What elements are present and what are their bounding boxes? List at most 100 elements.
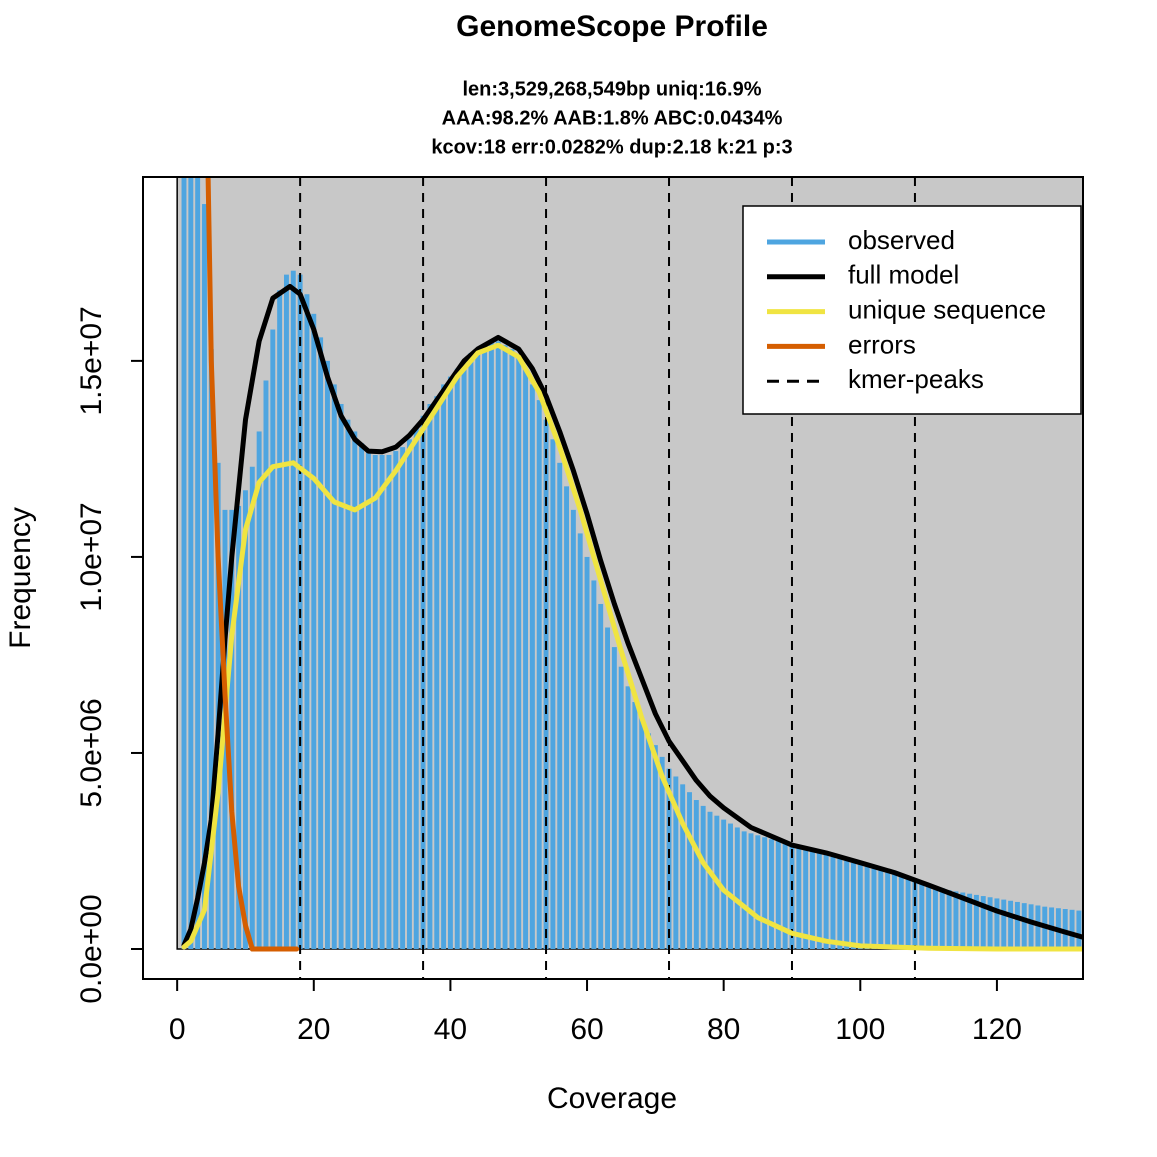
observed-bar [639,717,645,950]
observed-bar [932,886,938,950]
observed-bar [673,776,679,950]
x-axis-label: Coverage [547,1082,677,1115]
observed-bar [864,866,870,950]
observed-bar [564,486,570,950]
observed-bar [926,884,932,950]
observed-bar [632,701,638,950]
observed-bar [427,404,433,950]
observed-bar [1014,901,1020,950]
observed-bar [721,819,727,950]
y-tick-label: 5.0e+06 [75,698,108,807]
observed-bar [523,368,529,950]
legend-label: unique sequence [848,294,1046,324]
observed-bar [441,384,447,950]
observed-bar [857,864,863,950]
subtitle: len:3,529,268,549bp uniq:16.9% [462,78,761,100]
observed-bar [482,345,488,950]
observed-bar [728,823,733,950]
observed-bar [1069,909,1075,950]
observed-bar [700,805,706,950]
observed-bar [529,384,535,950]
observed-bar [1035,905,1041,950]
observed-bar [454,368,460,950]
observed-bar [208,349,214,950]
observed-bar [871,868,877,950]
observed-bar [666,768,672,950]
observed-bar [413,427,419,950]
observed-bar [577,533,583,950]
observed-bar [953,891,959,950]
observed-bar [365,451,371,950]
observed-bar [461,360,467,950]
observed-bar [543,419,549,950]
model-line [205,177,300,952]
observed-bar [1076,910,1082,950]
observed-bar [372,454,378,950]
observed-bar [379,454,385,950]
observed-bar [796,847,802,950]
observed-bar [338,404,344,950]
observed-bar [447,376,453,950]
observed-bar [611,647,617,950]
observed-bar [550,439,556,950]
observed-bar [994,898,1000,950]
observed-bar [195,177,201,950]
observed-bar [516,356,522,950]
x-tick-label: 100 [835,1013,885,1046]
observed-bar [324,360,330,950]
observed-bar [816,852,822,950]
y-axis-label: Frequency [4,507,37,649]
overlay: 0 20 40 60 80 100 120 0.0e+00 5.0e+06 1.0e+07 1.5e… [75,176,1084,1046]
observed-bar [973,894,979,950]
observed-bar [680,784,686,950]
observed-bar [980,896,986,950]
observed-bar [284,274,289,950]
observed-bar [345,419,351,950]
observed-bar [393,451,399,950]
observed-bar [311,313,317,950]
observed-bar [1021,903,1027,950]
observed-bar [270,329,276,950]
observed-bar [290,270,296,950]
subtitle: AAA:98.2% AAB:1.8% ABC:0.0434% [442,107,783,129]
x-tick-label: 40 [434,1013,467,1046]
observed-bar [256,431,262,950]
observed-bar [946,890,952,950]
observed-bar [468,353,474,950]
model-line [181,283,1083,948]
observed-bar [420,415,426,950]
observed-bar [488,341,494,950]
x-tick-label: 20 [297,1013,330,1046]
observed-bar [782,843,788,950]
observed-bar [359,443,365,950]
observed-bar [598,603,604,950]
observed-bar [741,831,747,950]
observed-bar [570,509,576,950]
subtitle: kcov:18 err:0.0282% dup:2.18 k:21 p:3 [431,136,792,158]
chart-title: GenomeScope Profile [456,10,768,43]
legend-label: full model [848,260,959,290]
observed-bar [386,454,392,950]
observed-bar [277,290,283,950]
observed-bar [509,349,515,950]
observed-bar [775,841,781,950]
observed-bar [693,800,699,950]
observed-bar [249,466,255,950]
legend-label: errors [848,329,916,359]
observed-bar [960,892,966,950]
observed-bar [1062,909,1068,950]
observed-bar [891,874,897,950]
y-tick-label: 1.0e+07 [75,502,108,611]
observed-bar [878,870,884,950]
observed-bar [851,862,856,950]
observed-bar [318,337,324,950]
observed-bar [707,811,713,950]
observed-bar [236,505,242,950]
observed-bar [1001,899,1007,950]
legend-label: observed [848,225,955,255]
x-tick-label: 120 [972,1013,1022,1046]
observed-bar [939,888,945,950]
observed-bar [1028,904,1034,950]
observed-bar [1008,900,1014,950]
observed-bar [844,860,850,950]
